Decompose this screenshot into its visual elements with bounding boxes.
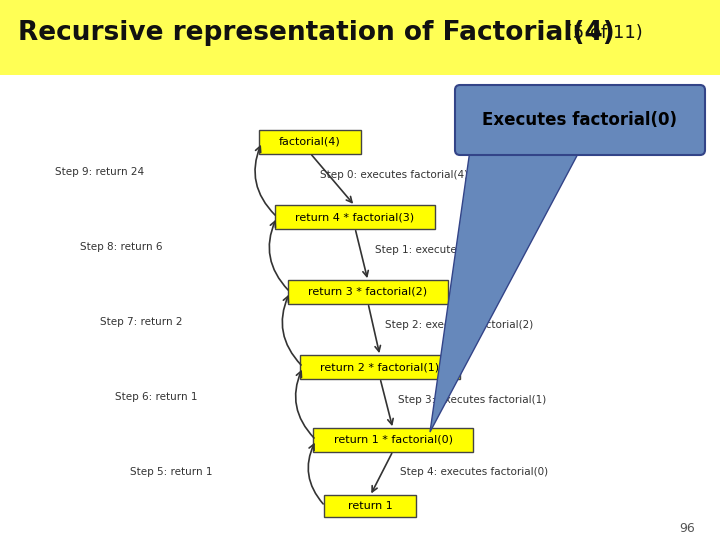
- Polygon shape: [430, 150, 580, 432]
- FancyBboxPatch shape: [313, 428, 473, 452]
- FancyBboxPatch shape: [288, 280, 448, 304]
- Text: Step 7: return 2: Step 7: return 2: [100, 317, 182, 327]
- Text: Step 4: executes factorial(0): Step 4: executes factorial(0): [400, 467, 548, 477]
- Text: Step 1: executes factorial(3): Step 1: executes factorial(3): [375, 245, 523, 255]
- Polygon shape: [0, 75, 720, 540]
- Text: return 1 * factorial(0): return 1 * factorial(0): [333, 435, 452, 445]
- Text: (5 of 11): (5 of 11): [560, 24, 643, 42]
- Text: return 1: return 1: [348, 501, 392, 511]
- Text: Step 2: executes factorial(2): Step 2: executes factorial(2): [385, 320, 534, 330]
- Text: Step 0: executes factorial(4): Step 0: executes factorial(4): [320, 170, 468, 180]
- Polygon shape: [0, 0, 720, 75]
- FancyBboxPatch shape: [455, 85, 705, 155]
- Text: return 4 * factorial(3): return 4 * factorial(3): [295, 212, 415, 222]
- Text: 96: 96: [679, 522, 695, 535]
- Text: Recursive representation of Factorial(4): Recursive representation of Factorial(4): [18, 20, 615, 46]
- Text: return 2 * factorial(1): return 2 * factorial(1): [320, 362, 440, 372]
- FancyBboxPatch shape: [300, 355, 460, 379]
- FancyBboxPatch shape: [259, 130, 361, 154]
- Text: return 3 * factorial(2): return 3 * factorial(2): [308, 287, 428, 297]
- Text: factorial(4): factorial(4): [279, 137, 341, 147]
- Text: Step 5: return 1: Step 5: return 1: [130, 467, 212, 477]
- FancyBboxPatch shape: [324, 495, 416, 517]
- Text: Step 9: return 24: Step 9: return 24: [55, 167, 144, 177]
- Text: Step 8: return 6: Step 8: return 6: [80, 242, 163, 252]
- Text: Step 6: return 1: Step 6: return 1: [115, 392, 197, 402]
- FancyBboxPatch shape: [275, 205, 435, 229]
- Text: Step 3: executes factorial(1): Step 3: executes factorial(1): [398, 395, 546, 405]
- Text: Executes factorial(0): Executes factorial(0): [482, 111, 678, 129]
